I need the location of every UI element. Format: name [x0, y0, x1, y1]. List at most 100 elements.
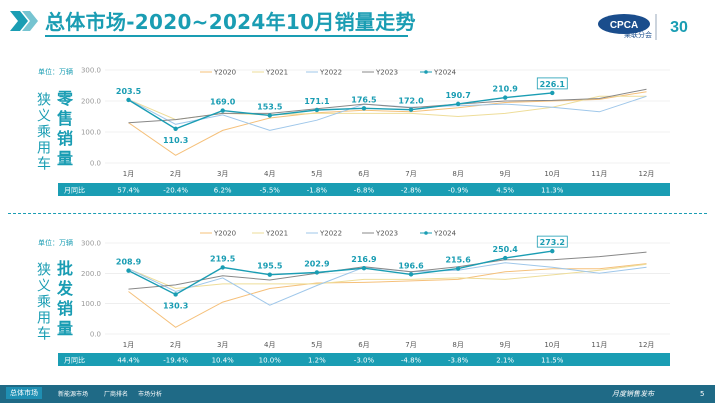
data-point-y2024 — [361, 266, 367, 271]
data-point-y2024 — [408, 272, 414, 277]
yoy-value: 2.1% — [496, 357, 514, 365]
yoy-value: 10.0% — [259, 357, 282, 365]
yoy-value: -2.8% — [401, 187, 422, 195]
yoy-value: -5.5% — [260, 187, 281, 195]
data-point-y2024 — [173, 126, 178, 132]
logo-year: 30 — [670, 19, 688, 36]
x-tick-label: 8月 — [452, 170, 463, 178]
yoy-value: 11.3% — [541, 187, 564, 195]
data-label: 203.5 — [116, 87, 142, 96]
series-line-y2024 — [128, 250, 553, 296]
x-tick-label: 3月 — [217, 341, 228, 349]
data-point-y2024 — [126, 268, 131, 273]
footer-release-text: 月度销售发布 — [612, 390, 654, 398]
yoy-value: 44.4% — [117, 357, 140, 365]
x-tick-label: 12月 — [638, 341, 654, 349]
yoy-value: -20.4% — [163, 187, 188, 195]
data-point-y2024 — [173, 292, 178, 297]
x-tick-label: 4月 — [264, 170, 275, 178]
x-tick-label: 7月 — [405, 170, 416, 178]
data-label: 110.3 — [163, 136, 188, 145]
data-label: 202.9 — [304, 259, 330, 268]
yoy-value: -3.0% — [354, 357, 375, 365]
y-tick-label: 200.0 — [81, 270, 101, 278]
data-label: 171.1 — [304, 97, 330, 106]
x-tick-label: 1月 — [123, 341, 134, 349]
footer-tab-analysis[interactable]: 市场分析 — [138, 391, 163, 398]
x-tick-label: 9月 — [499, 170, 510, 178]
x-tick-label: 7月 — [405, 341, 416, 349]
yoy-value: -1.8% — [307, 187, 328, 195]
x-tick-label: 10月 — [544, 170, 560, 178]
yoy-value: -3.8% — [448, 357, 469, 365]
yoy-value: 10.4% — [212, 357, 235, 365]
data-label: 153.5 — [257, 102, 283, 111]
legend-label: Y2021 — [265, 230, 288, 238]
data-label: 273.2 — [540, 238, 565, 247]
x-tick-label: 8月 — [452, 341, 463, 349]
x-tick-label: 1月 — [123, 170, 134, 178]
x-tick-label: 5月 — [311, 170, 322, 178]
yoy-bar — [58, 183, 670, 196]
series-line-y2023 — [128, 251, 647, 290]
x-tick-label: 6月 — [358, 341, 369, 349]
yoy-value: 4.5% — [496, 187, 514, 195]
legend-label: Y2020 — [213, 69, 236, 77]
legend-marker — [424, 70, 428, 74]
legend-marker — [424, 231, 428, 235]
wholesale-side-label: 狭义乘用车 — [35, 262, 51, 342]
retail-side-label: 狭义乘用车 — [35, 92, 51, 172]
data-point-y2024 — [220, 108, 225, 113]
highlight-box — [536, 235, 568, 248]
footer-tab-ranking[interactable]: 厂商排名 — [104, 391, 129, 398]
data-point-y2024 — [314, 107, 320, 113]
title-arrow-icon — [10, 11, 38, 31]
data-point-y2024 — [408, 107, 414, 112]
x-tick-label: 4月 — [264, 341, 275, 349]
logo-text: CPCA — [610, 20, 638, 31]
series-line-y2024 — [128, 92, 553, 130]
panel-divider — [8, 213, 707, 214]
yoy-value: -0.9% — [448, 187, 469, 195]
data-label: 226.1 — [540, 80, 566, 89]
data-point-y2024 — [455, 101, 461, 107]
yoy-value: 1.2% — [308, 357, 326, 365]
legend-label: Y2022 — [319, 230, 342, 238]
unit-label: 单位：万辆 — [38, 238, 73, 247]
retail-side-label-bold: 零售销量 — [54, 90, 73, 170]
data-point-y2024 — [314, 270, 320, 275]
yoy-value: 6.2% — [214, 187, 232, 195]
data-label: 196.6 — [398, 261, 424, 270]
legend-label: Y2024 — [433, 230, 457, 238]
footer-tab-overall[interactable]: 总体市场 — [6, 387, 42, 399]
y-tick-label: 300.0 — [81, 67, 101, 75]
yoy-label: 月同比 — [64, 186, 85, 195]
data-label: 208.9 — [116, 258, 142, 267]
data-label: 215.6 — [445, 256, 471, 265]
x-tick-label: 2月 — [170, 170, 181, 178]
x-tick-label: 10月 — [544, 341, 560, 349]
legend-label: Y2021 — [265, 69, 288, 77]
legend-label: Y2020 — [213, 230, 236, 238]
yoy-label: 月同比 — [64, 356, 85, 365]
yoy-value: -6.8% — [354, 187, 375, 195]
yoy-value: -4.8% — [401, 357, 422, 365]
x-tick-label: 6月 — [358, 170, 369, 178]
footer-tab-nev[interactable]: 新能源市场 — [58, 391, 89, 398]
data-point-y2024 — [503, 95, 508, 100]
data-point-y2024 — [550, 248, 555, 254]
yoy-value: 57.4% — [117, 187, 140, 195]
footer-bar — [0, 385, 715, 403]
y-tick-label: 100.0 — [81, 300, 101, 308]
data-label: 172.0 — [398, 97, 424, 106]
logo-subtext: 乘联分会 — [624, 31, 652, 39]
y-tick-label: 0.0 — [90, 160, 101, 168]
cpca-logo: CPCA 30 — [598, 14, 688, 40]
legend-label: Y2022 — [319, 69, 342, 77]
data-label: 190.7 — [445, 91, 470, 100]
y-tick-label: 300.0 — [81, 240, 101, 248]
x-tick-label: 9月 — [499, 341, 510, 349]
legend-label: Y2024 — [433, 69, 457, 77]
page-number: 5 — [700, 390, 705, 398]
